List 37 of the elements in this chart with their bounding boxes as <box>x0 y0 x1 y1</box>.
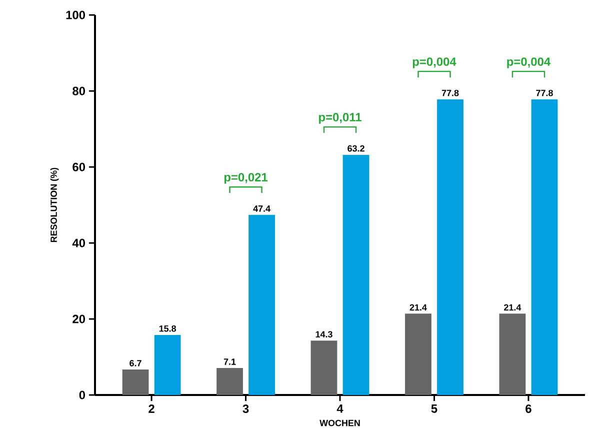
data-label: 6.7 <box>130 360 142 366</box>
y-tick-label: 0 <box>79 390 86 400</box>
bar <box>122 370 149 395</box>
x-tick-label: 2 <box>148 404 154 413</box>
y-axis-title: RESOLUTION (%) <box>50 168 59 242</box>
y-tick-label: 40 <box>72 238 86 248</box>
data-label: 7.1 <box>224 358 236 365</box>
x-tick-label: 5 <box>431 404 438 413</box>
annotation: p=0,004 <box>507 57 550 68</box>
bar <box>216 368 243 395</box>
data-label: 47.4 <box>253 206 270 212</box>
bar <box>342 154 370 395</box>
bar <box>154 334 181 395</box>
annotation: p=0,011 <box>319 112 362 124</box>
y-tick-label: 20 <box>72 314 86 324</box>
data-label: 21.4 <box>504 304 522 310</box>
y-tick-label: 100 <box>66 10 86 20</box>
x-tick-label: 4 <box>336 404 344 413</box>
y-tick-label: 60 <box>72 162 86 172</box>
bar <box>405 314 432 395</box>
data-label: 15.8 <box>159 325 176 332</box>
bar <box>499 314 526 395</box>
bar <box>248 214 275 395</box>
x-tick-label: 6 <box>526 404 532 413</box>
data-label: 14.3 <box>316 331 332 338</box>
x-axis-title: WOCHEN <box>320 420 360 426</box>
y-tick-label: 80 <box>72 86 86 96</box>
data-label: 77.8 <box>536 90 553 96</box>
annotation: p=0,021 <box>224 172 268 184</box>
annotation: p=0,004 <box>412 57 456 68</box>
data-label: 63.2 <box>348 145 364 152</box>
data-label: 77.8 <box>442 90 459 96</box>
bar <box>437 99 464 395</box>
x-tick-label: 3 <box>242 404 249 413</box>
bar <box>310 340 338 395</box>
bar <box>531 99 558 395</box>
data-label: 21.4 <box>410 304 427 310</box>
